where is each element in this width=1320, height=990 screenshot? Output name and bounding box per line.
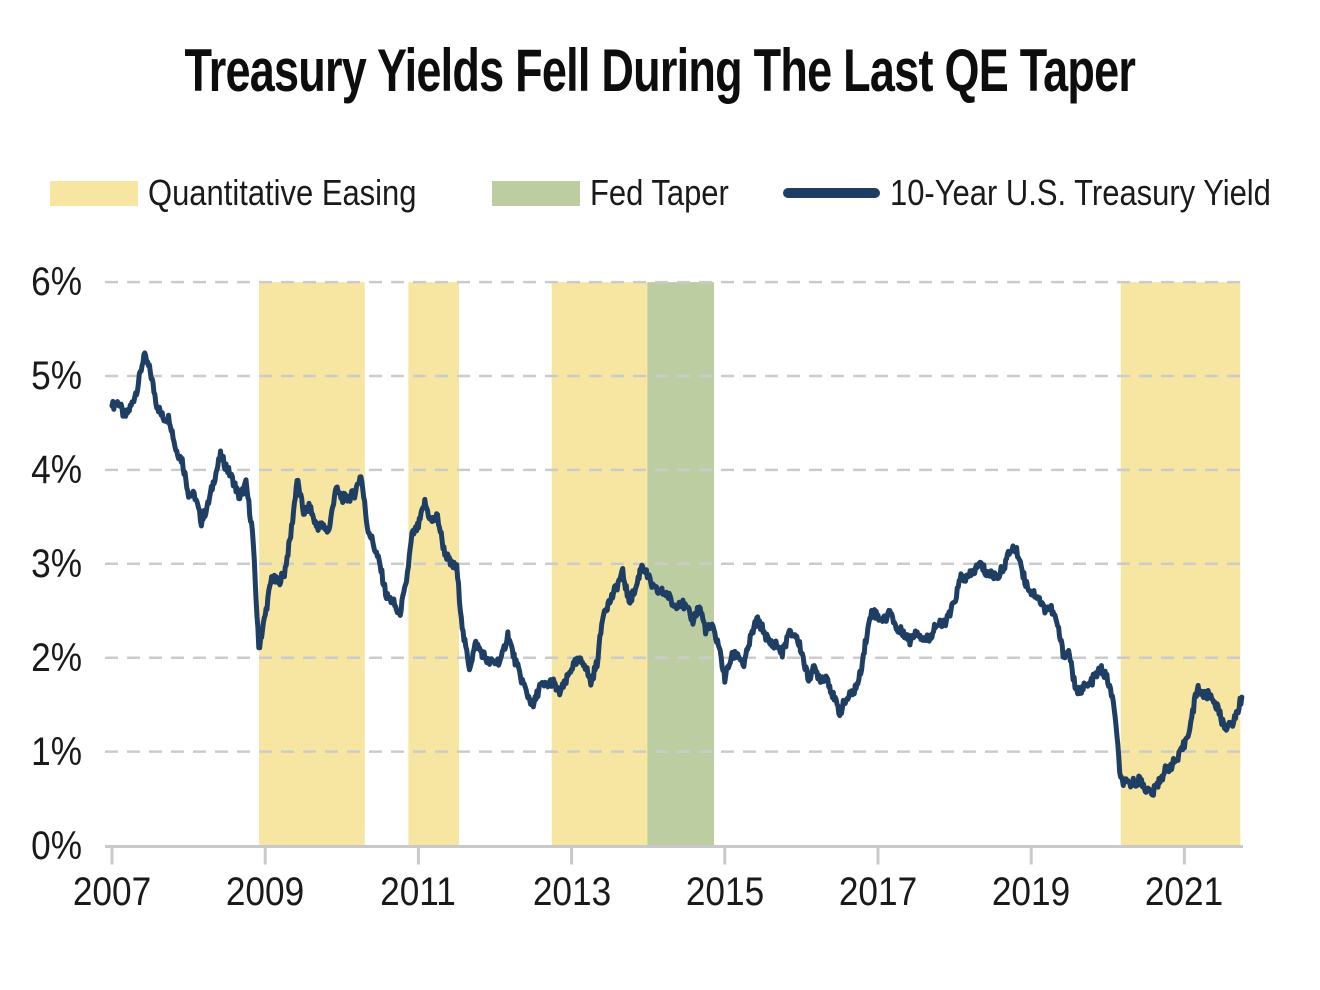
- fed-taper-band-swatch: [492, 180, 580, 206]
- x-axis-tick-label: 2015: [685, 870, 764, 914]
- x-axis-tick-label: 2007: [72, 870, 152, 914]
- qe-band-swatch: [50, 180, 138, 206]
- x-axis-tick-label: 2009: [226, 870, 305, 914]
- x-axis-tick-label: 2011: [380, 870, 457, 914]
- x-axis-tick-label: 2021: [1145, 870, 1224, 914]
- x-axis-tick-label: 2017: [838, 870, 918, 914]
- x-axis-tick-label: 2013: [532, 870, 611, 914]
- y-axis-tick-label: 2%: [31, 635, 82, 680]
- legend-item-fed-taper: Fed Taper: [492, 172, 751, 213]
- chart-title-text: Treasury Yields Fell During The Last QE …: [184, 37, 1136, 104]
- qe-band: [1120, 282, 1241, 847]
- yield-line-swatch: [783, 188, 880, 198]
- legend-label-fed-taper: Fed Taper: [590, 172, 729, 213]
- legend-item-quantitative-easing: Quantitative Easing: [50, 172, 460, 213]
- x-axis-tick-label: 2019: [992, 870, 1071, 914]
- y-axis-tick-label: 0%: [31, 823, 82, 868]
- y-axis-tick-label: 5%: [31, 354, 82, 398]
- yield-line: [109, 350, 1245, 798]
- y-axis-tick-label: 4%: [31, 447, 82, 492]
- y-axis-tick-label: 6%: [31, 260, 82, 305]
- legend-label-treasury-yield: 10-Year U.S. Treasury Yield: [890, 172, 1271, 213]
- legend-label-quantitative-easing: Quantitative Easing: [148, 172, 417, 213]
- chart-title: Treasury Yields Fell During The Last QE …: [0, 36, 1320, 105]
- y-axis-tick-label: 1%: [31, 729, 82, 774]
- legend-item-treasury-yield: 10-Year U.S. Treasury Yield: [783, 172, 1320, 213]
- y-axis-tick-label: 3%: [31, 541, 82, 586]
